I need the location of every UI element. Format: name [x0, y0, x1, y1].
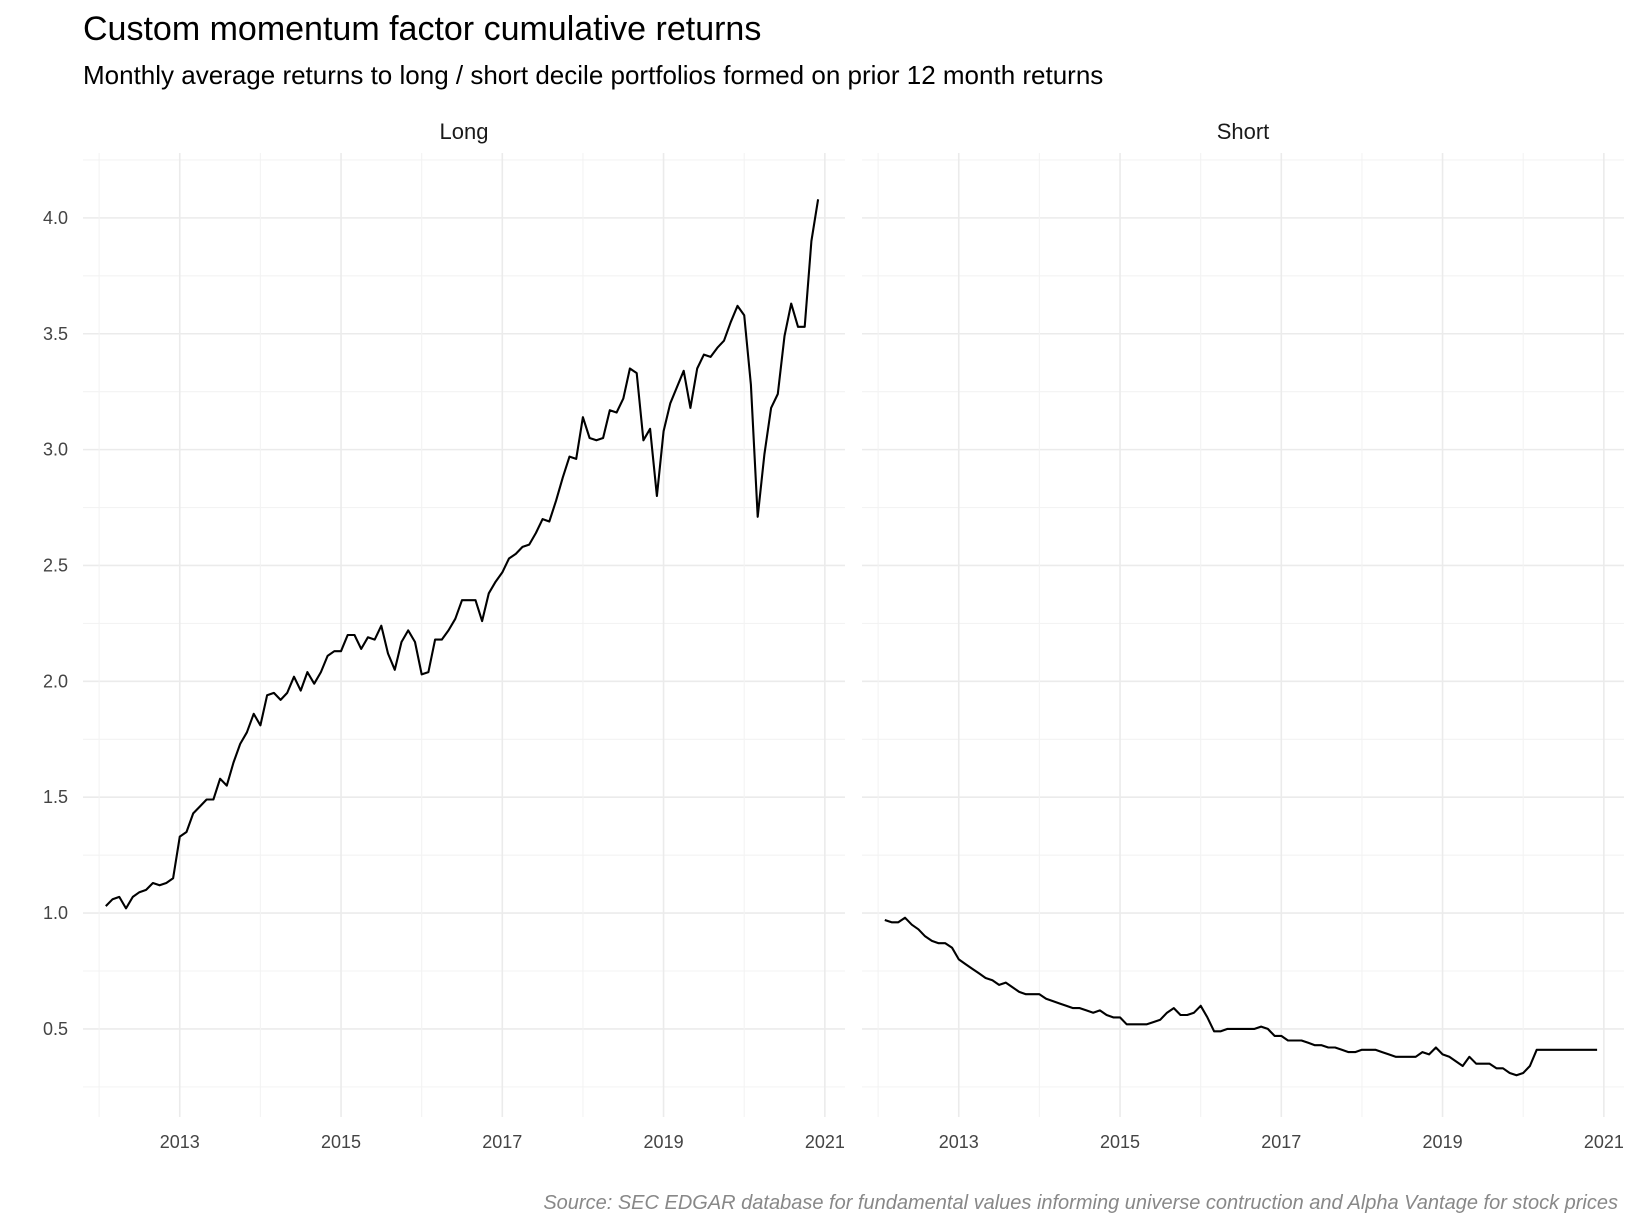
facet-label-long: Long — [440, 119, 489, 144]
y-tick-label-1.5: 1.5 — [43, 787, 68, 807]
x-tick-label-short-2019: 2019 — [1423, 1132, 1463, 1152]
y-tick-label-0.5: 0.5 — [43, 1019, 68, 1039]
facet-label-short: Short — [1217, 119, 1270, 144]
chart-caption: Source: SEC EDGAR database for fundament… — [543, 1192, 1618, 1214]
x-tick-label-short-2021: 2021 — [1584, 1132, 1624, 1152]
y-tick-label-3.0: 3.0 — [43, 440, 68, 460]
x-tick-label-long-2021: 2021 — [805, 1132, 845, 1152]
series-line-short — [884, 916, 1598, 1077]
x-tick-label-long-2019: 2019 — [644, 1132, 684, 1152]
y-tick-label-1.0: 1.0 — [43, 903, 68, 923]
x-tick-label-short-2015: 2015 — [1100, 1132, 1140, 1152]
chart-title: Custom momentum factor cumulative return… — [83, 10, 762, 48]
x-tick-label-long-2017: 2017 — [482, 1132, 522, 1152]
y-tick-label-4.0: 4.0 — [43, 208, 68, 228]
series-line-long — [105, 199, 820, 910]
y-tick-label-3.5: 3.5 — [43, 324, 68, 344]
chart-subtitle: Monthly average returns to long / short … — [83, 60, 1104, 90]
x-tick-label-long-2013: 2013 — [160, 1132, 200, 1152]
y-tick-label-2.5: 2.5 — [43, 555, 68, 575]
x-tick-label-long-2015: 2015 — [321, 1132, 361, 1152]
x-tick-label-short-2017: 2017 — [1261, 1132, 1301, 1152]
y-tick-label-2.0: 2.0 — [43, 671, 68, 691]
x-tick-label-short-2013: 2013 — [939, 1132, 979, 1152]
